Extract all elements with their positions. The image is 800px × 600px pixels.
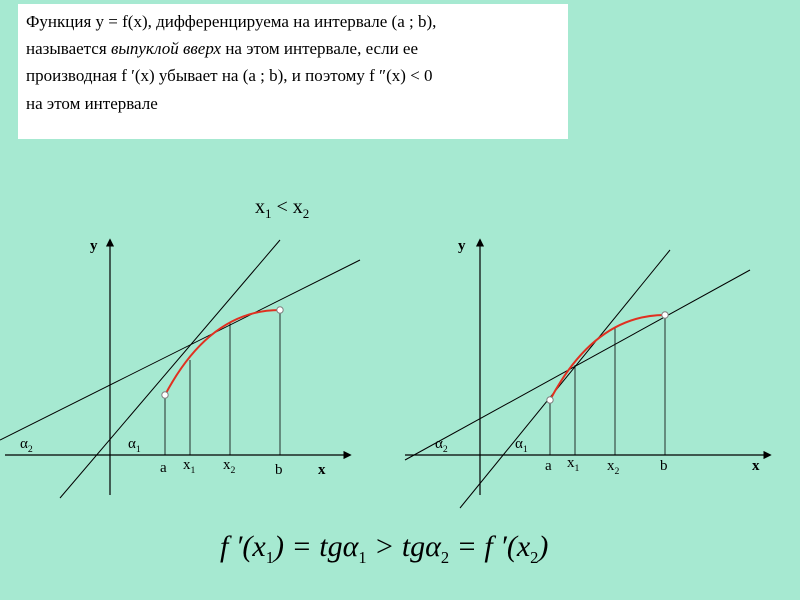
inequality-text: x1 < x2 [255,196,309,222]
fm-as2: 2 [441,548,449,567]
fm-f1: f [220,530,228,563]
fm-rp1: ) [274,530,284,563]
def-line-1: Функция y = f(x), дифференцируема на инт… [26,8,560,35]
def-l2b: выпуклой вверх [111,39,221,58]
def-l2c: на этом интервале, если ее [221,39,418,58]
fm-gt: > [367,530,402,563]
def-line-2: называется выпуклой вверх на этом интерв… [26,35,560,62]
fm-as1: 1 [358,548,366,567]
def-line-3: производная f ′(x) убывает на (a ; b), и… [26,62,560,89]
charts-row: yxabx1x2α1α2 yxabx1x2α1α2 [0,230,800,510]
fm-tg1: tg [319,530,342,563]
fm-x2: x [517,530,530,563]
chart-left: yxabx1x2α1α2 [0,230,400,510]
fm-eq1: = [284,530,319,563]
fm-lp1: ( [242,530,252,563]
def-l2a: называется [26,39,111,58]
formula: f ′(x1) = tgα1 > tgα2 = f ′(x2) [220,530,548,568]
fm-a1: α [343,530,359,563]
fm-rp2: ) [538,530,548,563]
ineq-x2: x [293,196,303,218]
fm-f2: f [484,530,492,563]
chart-right: yxabx1x2α1α2 [400,230,800,510]
ineq-s2: 2 [303,206,310,221]
ineq-x1: x [255,196,265,218]
definition-textbox: Функция y = f(x), дифференцируема на инт… [18,4,568,139]
fm-a2: α [425,530,441,563]
fm-eq2: = [449,530,484,563]
ineq-lt: < [272,196,293,218]
def-line-4: на этом интервале [26,90,560,117]
fm-s1: 1 [266,548,274,567]
fm-x1: x [252,530,265,563]
fm-lp2: ( [507,530,517,563]
fm-tg2: tg [402,530,425,563]
